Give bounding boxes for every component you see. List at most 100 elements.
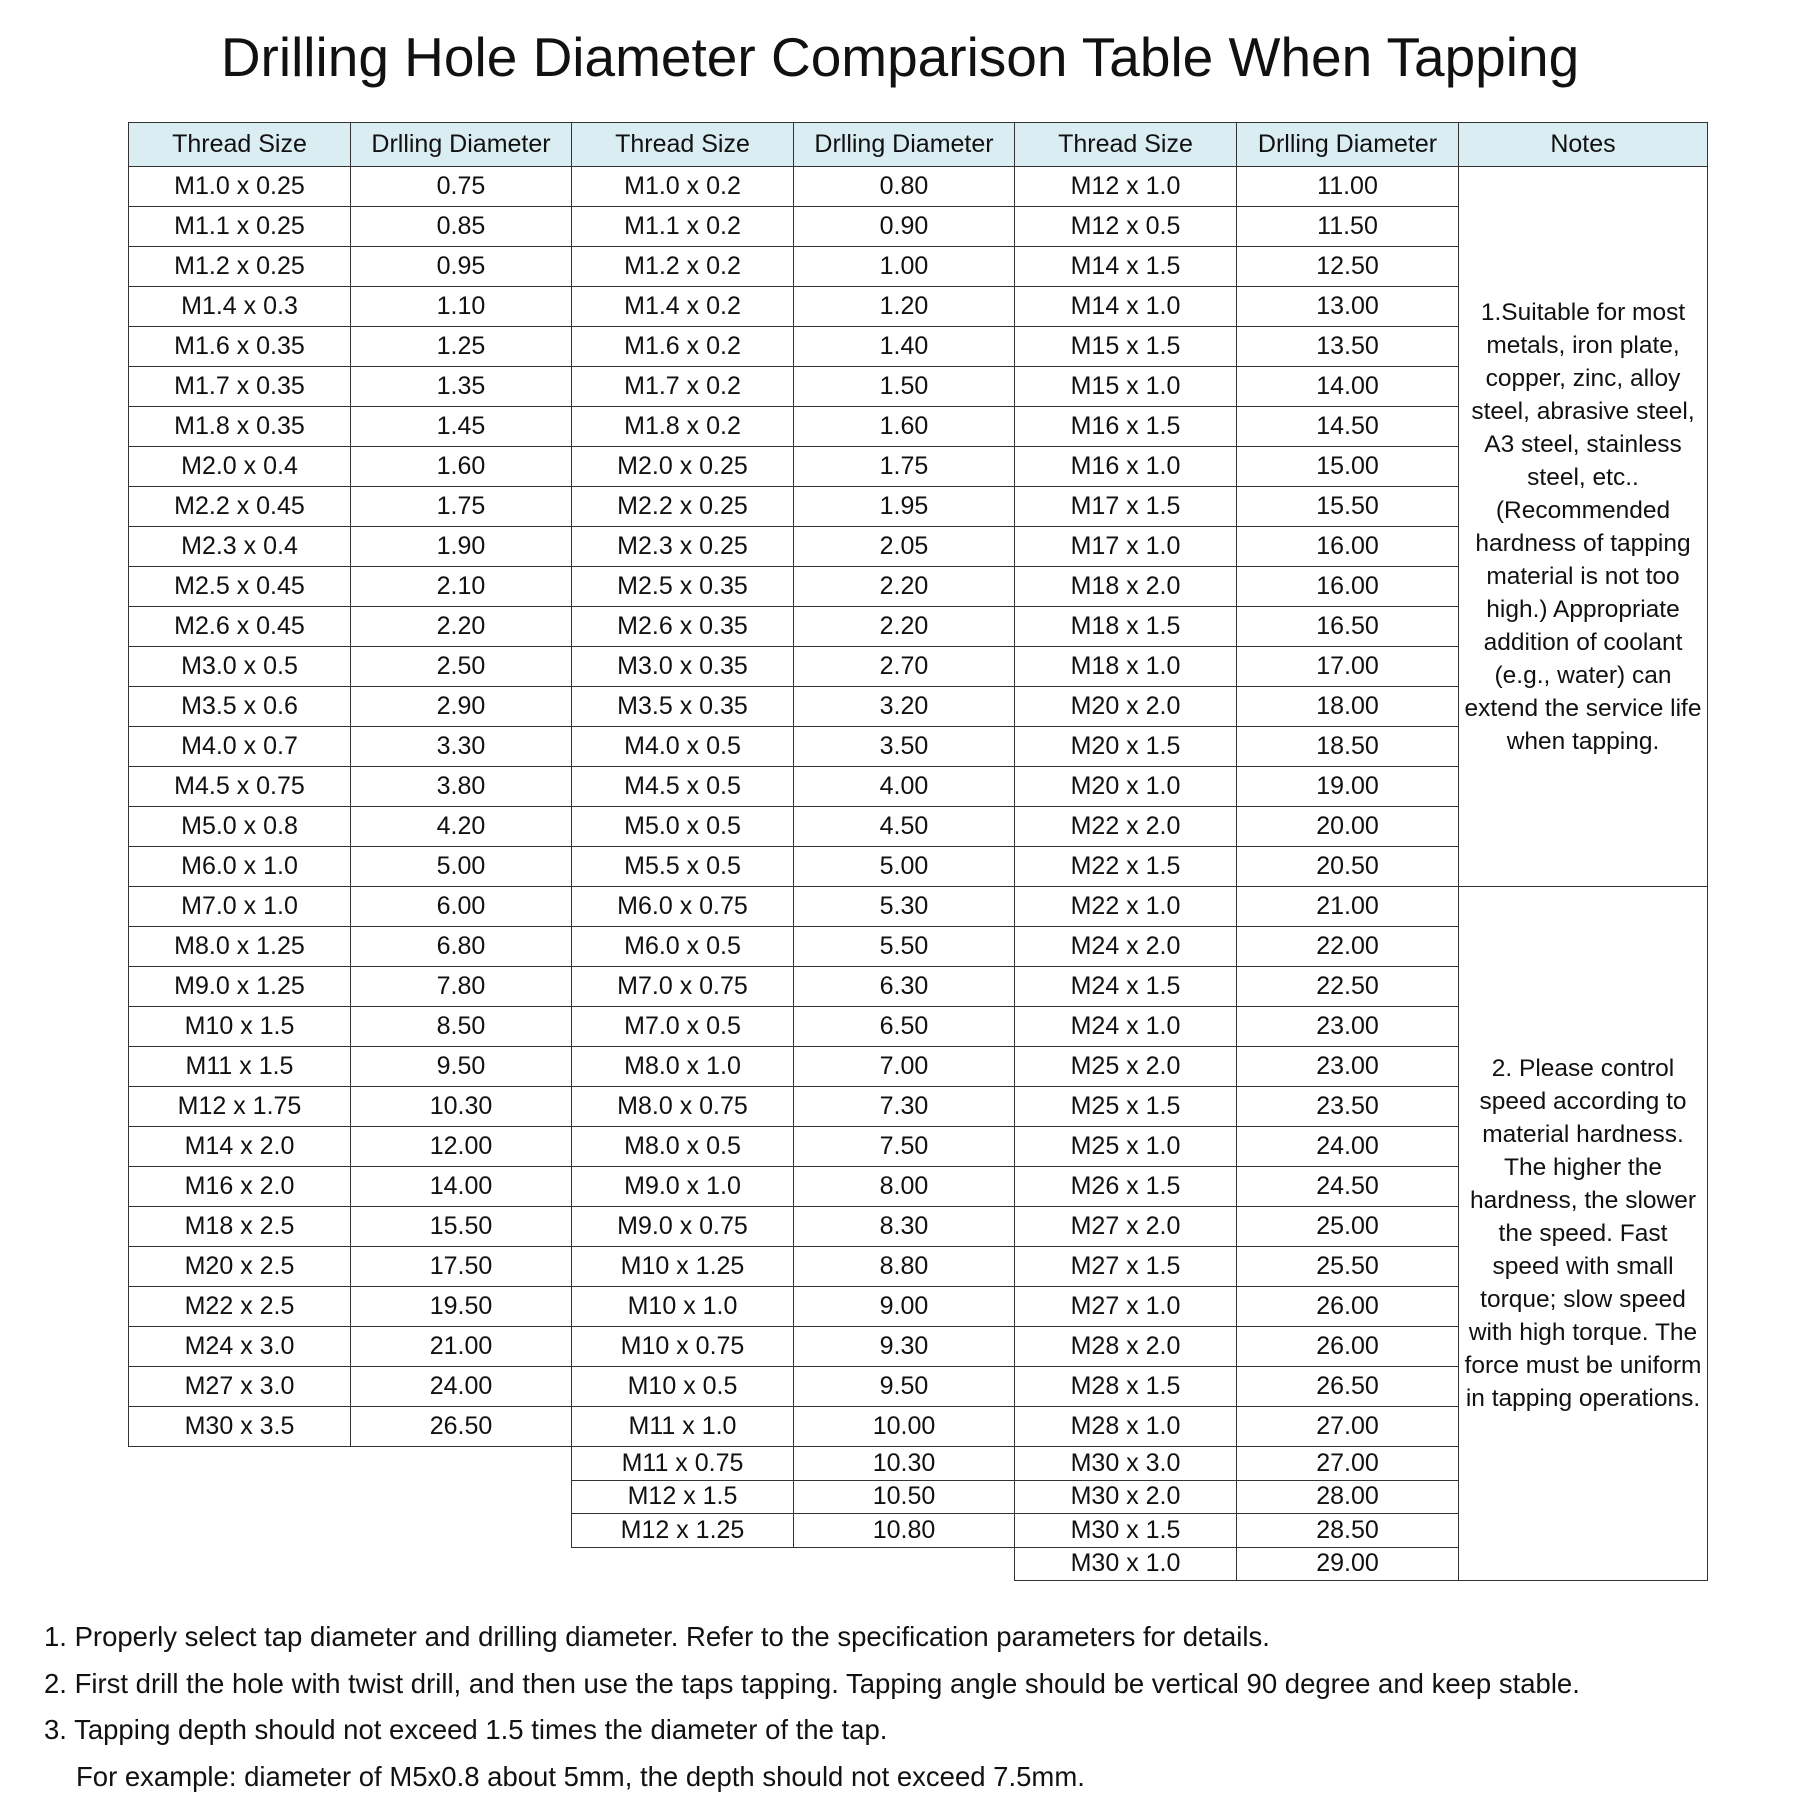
drill-diameter-cell: 10.50	[793, 1479, 1015, 1514]
thread-size-cell: M22 x 1.5	[1014, 846, 1237, 887]
drill-diameter-cell: 27.00	[1236, 1446, 1459, 1481]
thread-size-cell: M24 x 1.5	[1014, 966, 1237, 1007]
drill-diameter-cell: 18.00	[1236, 686, 1459, 727]
drill-diameter-cell: 1.00	[793, 246, 1015, 287]
thread-size-cell: M24 x 2.0	[1014, 926, 1237, 967]
drill-diameter-cell: 10.30	[350, 1086, 572, 1127]
drill-diameter-cell: 9.00	[793, 1286, 1015, 1327]
thread-size-cell: M30 x 3.0	[1014, 1446, 1237, 1481]
drill-diameter-cell: 4.00	[793, 766, 1015, 807]
drill-diameter-cell: 28.00	[1236, 1479, 1459, 1514]
thread-size-cell: M14 x 1.0	[1014, 286, 1237, 327]
thread-size-cell: M7.0 x 0.75	[571, 966, 794, 1007]
drill-diameter-cell: 21.00	[1236, 886, 1459, 927]
thread-size-cell: M8.0 x 0.75	[571, 1086, 794, 1127]
column-header: Thread Size	[571, 122, 794, 167]
column-header: Thread Size	[1014, 122, 1237, 167]
thread-size-cell: M12 x 1.75	[128, 1086, 351, 1127]
thread-size-cell: M2.5 x 0.35	[571, 566, 794, 607]
thread-size-cell: M2.5 x 0.45	[128, 566, 351, 607]
drill-diameter-cell: 14.00	[350, 1166, 572, 1207]
drill-diameter-cell: 1.60	[793, 406, 1015, 447]
drill-diameter-cell: 2.70	[793, 646, 1015, 687]
drill-diameter-cell: 5.00	[350, 846, 572, 887]
drill-diameter-cell: 5.00	[793, 846, 1015, 887]
thread-size-cell: M6.0 x 1.0	[128, 846, 351, 887]
thread-size-cell: M9.0 x 1.0	[571, 1166, 794, 1207]
drill-diameter-cell: 14.50	[1236, 406, 1459, 447]
drill-diameter-cell: 5.50	[793, 926, 1015, 967]
drill-diameter-cell: 2.50	[350, 646, 572, 687]
thread-size-cell: M10 x 0.5	[571, 1366, 794, 1407]
thread-size-cell: M20 x 2.0	[1014, 686, 1237, 727]
drill-diameter-cell: 3.80	[350, 766, 572, 807]
thread-size-cell: M1.1 x 0.25	[128, 206, 351, 247]
drill-diameter-cell: 15.50	[1236, 486, 1459, 527]
note-1: 1.Suitable for most metals, iron plate, …	[1458, 166, 1708, 887]
drill-diameter-cell: 2.10	[350, 566, 572, 607]
drill-diameter-cell: 25.50	[1236, 1246, 1459, 1287]
drill-diameter-cell: 14.00	[1236, 366, 1459, 407]
drill-diameter-cell: 7.00	[793, 1046, 1015, 1087]
thread-size-cell: M10 x 1.25	[571, 1246, 794, 1287]
thread-size-cell: M14 x 2.0	[128, 1126, 351, 1167]
thread-size-cell: M6.0 x 0.75	[571, 886, 794, 927]
thread-size-cell: M2.0 x 0.25	[571, 446, 794, 487]
drill-diameter-cell: 26.50	[350, 1406, 572, 1447]
drill-diameter-cell: 0.85	[350, 206, 572, 247]
drill-diameter-cell: 9.50	[350, 1046, 572, 1087]
drill-diameter-cell: 24.00	[1236, 1126, 1459, 1167]
thread-size-cell: M2.2 x 0.25	[571, 486, 794, 527]
drill-diameter-cell: 3.30	[350, 726, 572, 767]
thread-size-cell: M25 x 1.5	[1014, 1086, 1237, 1127]
thread-size-cell: M9.0 x 1.25	[128, 966, 351, 1007]
drill-diameter-cell: 12.00	[350, 1126, 572, 1167]
thread-size-cell: M28 x 2.0	[1014, 1326, 1237, 1367]
thread-size-cell: M1.1 x 0.2	[571, 206, 794, 247]
drill-diameter-cell: 10.30	[793, 1446, 1015, 1481]
thread-size-cell: M4.5 x 0.75	[128, 766, 351, 807]
drill-diameter-cell: 6.00	[350, 886, 572, 927]
drill-diameter-cell: 17.50	[350, 1246, 572, 1287]
drill-diameter-cell: 9.30	[793, 1326, 1015, 1367]
thread-size-cell: M15 x 1.5	[1014, 326, 1237, 367]
drill-diameter-cell: 3.20	[793, 686, 1015, 727]
drill-diameter-cell: 7.80	[350, 966, 572, 1007]
thread-size-cell: M12 x 1.5	[571, 1479, 794, 1514]
thread-size-cell: M16 x 1.0	[1014, 446, 1237, 487]
thread-size-cell: M15 x 1.0	[1014, 366, 1237, 407]
thread-size-cell: M25 x 1.0	[1014, 1126, 1237, 1167]
thread-size-cell: M18 x 1.0	[1014, 646, 1237, 687]
thread-size-cell: M30 x 3.5	[128, 1406, 351, 1447]
thread-size-cell: M1.2 x 0.2	[571, 246, 794, 287]
thread-size-cell: M1.6 x 0.35	[128, 326, 351, 367]
thread-size-cell: M1.4 x 0.3	[128, 286, 351, 327]
drill-diameter-cell: 1.75	[350, 486, 572, 527]
drill-diameter-cell: 1.20	[793, 286, 1015, 327]
drill-diameter-cell: 18.50	[1236, 726, 1459, 767]
thread-size-cell: M11 x 1.5	[128, 1046, 351, 1087]
instruction-2: 2. First drill the hole with twist drill…	[44, 1667, 1580, 1699]
drill-diameter-cell: 19.00	[1236, 766, 1459, 807]
column-header: Thread Size	[128, 122, 351, 167]
page-title: Drilling Hole Diameter Comparison Table …	[220, 26, 1580, 88]
thread-size-cell: M8.0 x 1.0	[571, 1046, 794, 1087]
drill-diameter-cell: 22.00	[1236, 926, 1459, 967]
thread-size-cell: M20 x 2.5	[128, 1246, 351, 1287]
thread-size-cell: M27 x 1.5	[1014, 1246, 1237, 1287]
thread-size-cell: M17 x 1.5	[1014, 486, 1237, 527]
drill-diameter-cell: 16.50	[1236, 606, 1459, 647]
thread-size-cell: M3.5 x 0.6	[128, 686, 351, 727]
drill-diameter-cell: 23.00	[1236, 1006, 1459, 1047]
drill-diameter-cell: 15.50	[350, 1206, 572, 1247]
drill-diameter-cell: 26.00	[1236, 1326, 1459, 1367]
drill-diameter-cell: 2.20	[793, 606, 1015, 647]
thread-size-cell: M1.0 x 0.2	[571, 166, 794, 207]
thread-size-cell: M4.0 x 0.5	[571, 726, 794, 767]
thread-size-cell: M1.8 x 0.2	[571, 406, 794, 447]
thread-size-cell: M11 x 0.75	[571, 1446, 794, 1481]
thread-size-cell: M16 x 1.5	[1014, 406, 1237, 447]
drill-diameter-cell: 2.90	[350, 686, 572, 727]
thread-size-cell: M10 x 1.5	[128, 1006, 351, 1047]
thread-size-cell: M24 x 3.0	[128, 1326, 351, 1367]
